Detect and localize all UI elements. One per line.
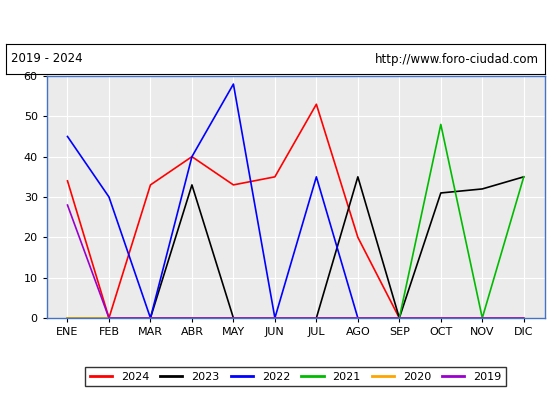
Legend: 2024, 2023, 2022, 2021, 2020, 2019: 2024, 2023, 2022, 2021, 2020, 2019 (85, 367, 506, 386)
Text: 2019 - 2024: 2019 - 2024 (11, 52, 82, 66)
Text: http://www.foro-ciudad.com: http://www.foro-ciudad.com (375, 52, 539, 66)
Text: Evolucion Nº Turistas Extranjeros en el municipio de Hornos: Evolucion Nº Turistas Extranjeros en el … (40, 14, 510, 28)
